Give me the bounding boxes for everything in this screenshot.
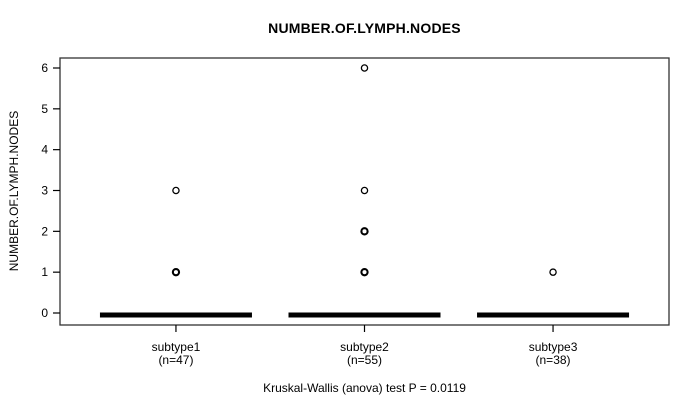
y-tick-label: 2 bbox=[41, 224, 48, 238]
outlier-point bbox=[360, 64, 369, 72]
outlier-point bbox=[172, 186, 180, 195]
y-tick-label: 4 bbox=[41, 143, 48, 157]
y-axis-label: NUMBER.OF.LYMPH.NODES bbox=[7, 110, 21, 272]
statistical-test-caption: Kruskal-Wallis (anova) test P = 0.0119 bbox=[263, 381, 466, 395]
x-tick-sublabel: (n=55) bbox=[347, 353, 382, 367]
x-tick-label: subtype3 bbox=[529, 340, 578, 354]
median-bar bbox=[477, 312, 630, 318]
chart-title: NUMBER.OF.LYMPH.NODES bbox=[268, 20, 461, 36]
x-tick-sublabel: (n=47) bbox=[158, 353, 193, 367]
outlier-point bbox=[360, 268, 369, 277]
median-bar bbox=[99, 312, 252, 318]
y-tick-label: 3 bbox=[41, 184, 48, 198]
plot-border bbox=[59, 57, 670, 326]
y-tick-label: 6 bbox=[41, 61, 48, 75]
outlier-point bbox=[549, 268, 557, 276]
y-tick-label: 1 bbox=[41, 265, 48, 279]
y-tick-label: 0 bbox=[41, 306, 48, 320]
y-tick-label: 5 bbox=[41, 102, 48, 116]
x-tick-label: subtype1 bbox=[152, 340, 201, 354]
outlier-point bbox=[360, 227, 369, 236]
median-bar bbox=[288, 312, 441, 318]
outlier-point bbox=[360, 186, 369, 195]
outlier-point bbox=[171, 268, 181, 277]
x-tick-label: subtype2 bbox=[340, 340, 389, 354]
x-tick-sublabel: (n=38) bbox=[536, 353, 571, 367]
